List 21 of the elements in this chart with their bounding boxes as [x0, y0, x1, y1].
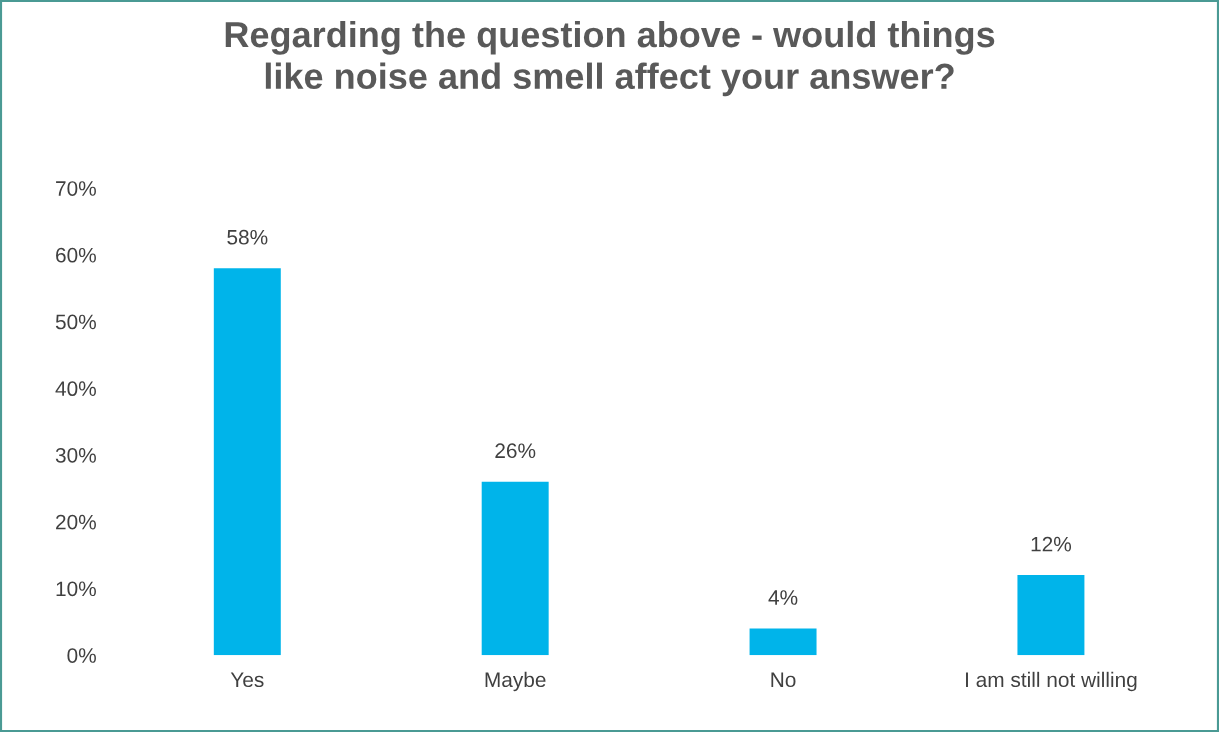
- y-tick-label: 70%: [56, 181, 96, 196]
- x-tick-label: Yes: [230, 672, 264, 688]
- x-tick-label: Maybe: [485, 671, 546, 692]
- bar: [749, 628, 817, 656]
- data-label: 12%: [1031, 536, 1072, 552]
- bar: [213, 268, 281, 656]
- y-tick-label: 50%: [55, 314, 96, 330]
- bar: [1017, 575, 1085, 656]
- data-label: 26%: [495, 443, 536, 459]
- x-tick-label: No: [771, 672, 796, 688]
- data-label: 4%: [768, 590, 798, 605]
- y-tick-label: 0%: [67, 648, 96, 663]
- data-label: 58%: [227, 229, 268, 245]
- bar: [481, 481, 549, 656]
- x-tick-label: I am still not willing: [966, 671, 1137, 692]
- y-tick-label: 20%: [56, 514, 96, 530]
- y-tick-label: 10%: [56, 581, 96, 597]
- y-tick-label: 40%: [55, 381, 96, 397]
- y-tick-label: 30%: [55, 447, 96, 463]
- chart-title: Regarding the question above - would things like noise and smell affect your answer?: [225, 20, 995, 97]
- y-tick-label: 60%: [56, 247, 96, 263]
